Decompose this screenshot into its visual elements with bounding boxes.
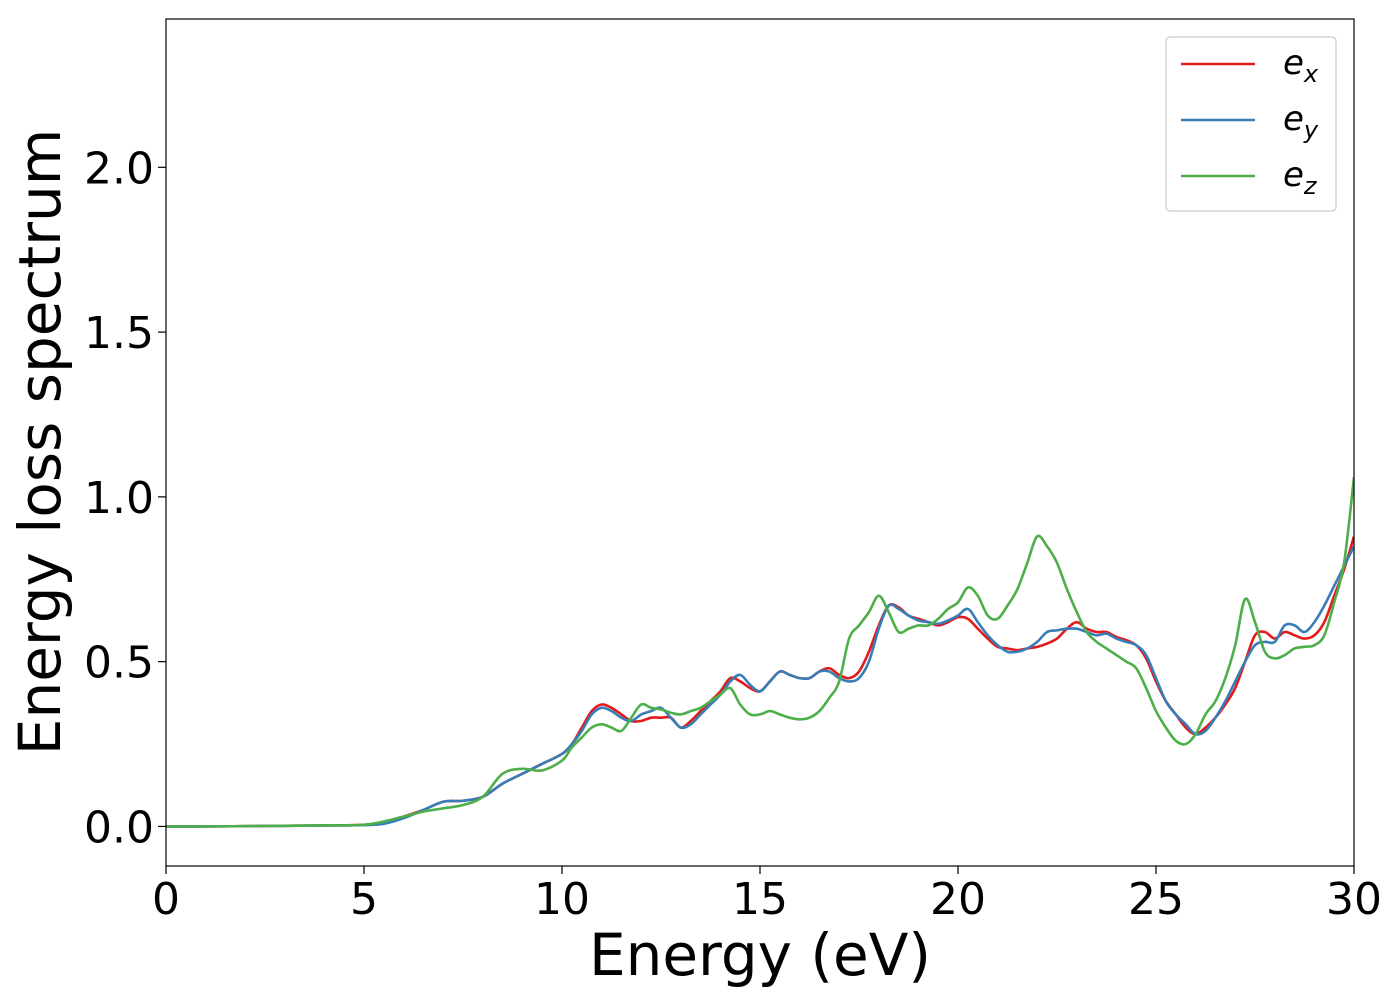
series-line-ez: [166, 476, 1354, 828]
y-tick-label: 0.5: [84, 638, 154, 689]
y-tick-label: 2.0: [84, 143, 154, 194]
y-axis-title: Energy loss spectrum: [6, 129, 74, 755]
x-axis: 0 5 10 15 20 25 30: [152, 866, 1382, 925]
x-tick-label: 15: [732, 874, 788, 925]
y-tick-label: 1.0: [84, 473, 154, 524]
x-axis-title: Energy (eV): [589, 921, 931, 989]
x-tick-label: 0: [152, 874, 180, 925]
x-tick-label: 30: [1326, 874, 1382, 925]
y-axis: 0.0 0.5 1.0 1.5 2.0: [84, 143, 166, 853]
x-tick-label: 10: [534, 874, 590, 925]
series-layer: [166, 476, 1354, 828]
legend-label-ey: ey: [1283, 99, 1319, 144]
y-tick-label: 0.0: [84, 802, 154, 853]
legend-frame: [1165, 36, 1337, 212]
x-tick-label: 20: [930, 874, 986, 925]
y-tick-label: 1.5: [84, 308, 154, 359]
x-tick-label: 25: [1128, 874, 1184, 925]
legend-label-ex: ex: [1283, 43, 1319, 88]
x-tick-label: 5: [350, 874, 378, 925]
